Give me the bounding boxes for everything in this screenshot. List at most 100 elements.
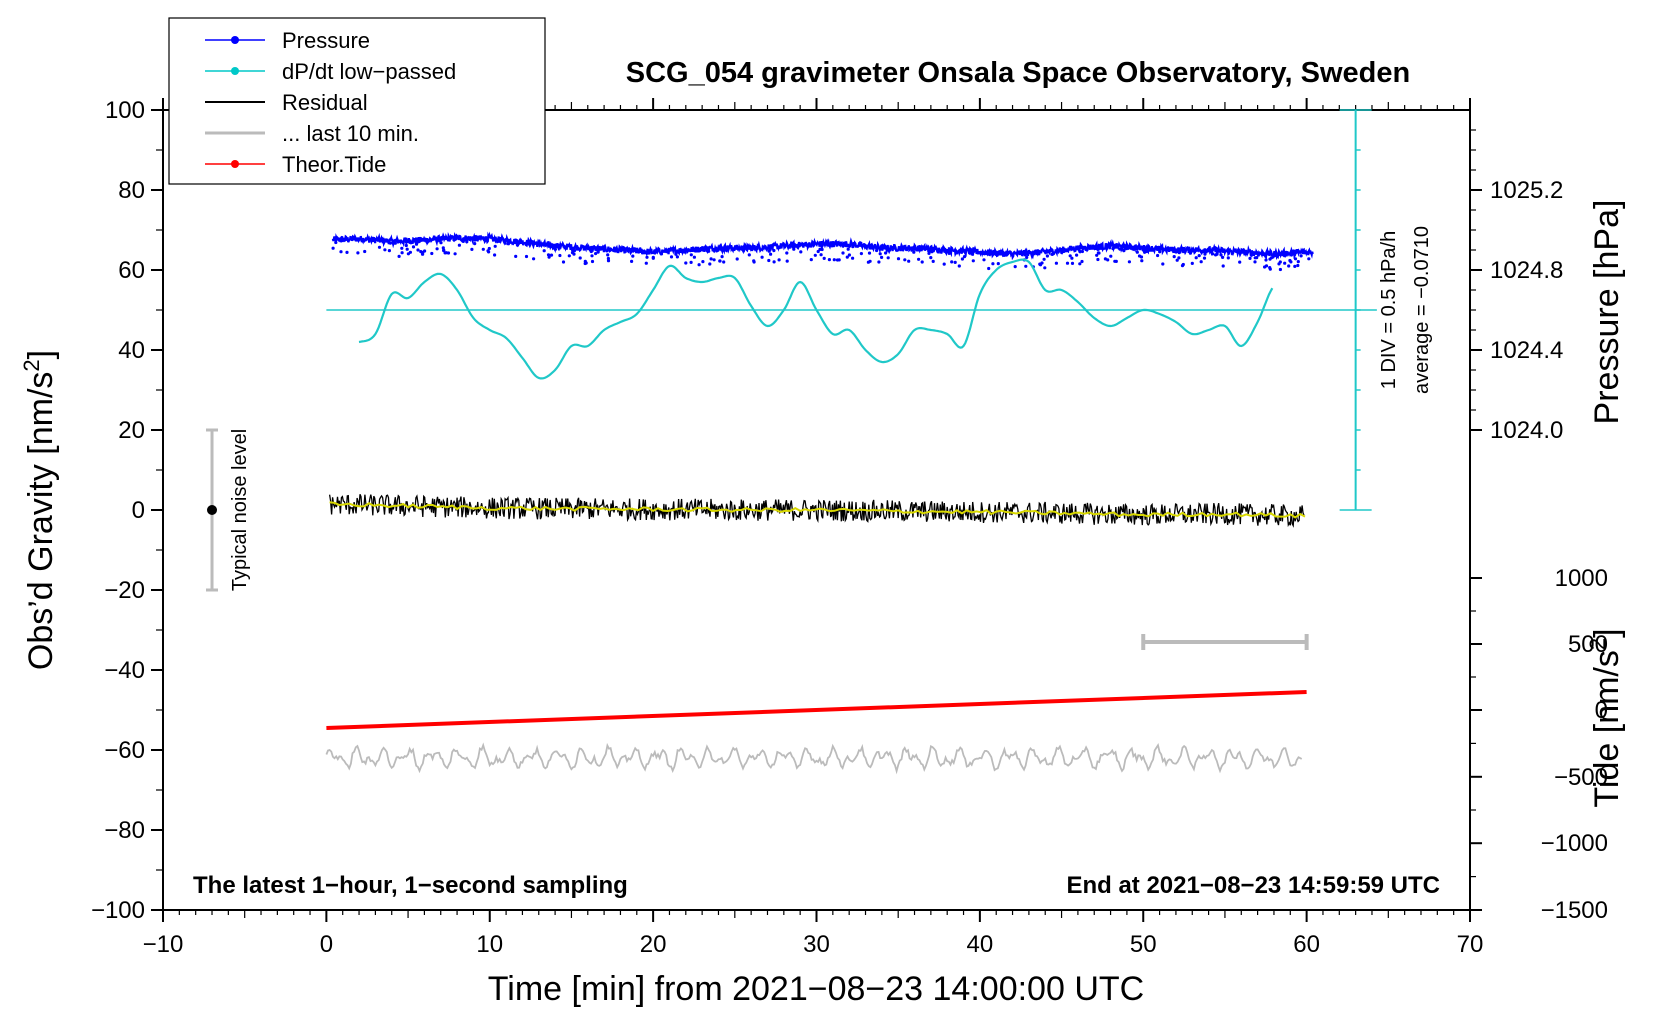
pressure-point — [927, 249, 931, 253]
pressure-point — [1095, 253, 1099, 257]
y-tick-label: 80 — [118, 177, 145, 204]
pressure-point — [397, 254, 401, 258]
pressure-point — [887, 248, 892, 252]
pressure-point — [884, 251, 888, 255]
pressure-point — [659, 252, 664, 256]
pressure-point — [1156, 253, 1160, 258]
pressure-point — [1277, 262, 1281, 266]
tide-axis-title: Tide [nm/s2] — [1585, 628, 1626, 807]
legend-marker-tide — [231, 160, 239, 168]
pressure-point — [1296, 263, 1300, 268]
pressure-point — [929, 256, 933, 260]
reference-elements — [206, 109, 1377, 650]
pressure-point — [1268, 266, 1272, 270]
pressure-point — [1175, 258, 1179, 262]
legend-label-pressure: Pressure — [282, 28, 370, 53]
pressure-point — [465, 240, 469, 244]
pressure-point — [767, 249, 771, 253]
pressure-point — [987, 266, 991, 271]
pressure-point — [388, 241, 392, 245]
pressure-point — [1078, 262, 1082, 266]
x-tick-label: 30 — [803, 931, 830, 958]
pressure-point — [792, 247, 796, 251]
pressure-point — [1135, 250, 1139, 254]
pressure-point — [799, 250, 803, 254]
pressure-point — [1080, 249, 1084, 254]
pressure-point — [411, 245, 416, 249]
pressure-point — [1065, 261, 1070, 265]
pressure-point — [1161, 262, 1165, 266]
legend-marker-pressure — [231, 36, 239, 44]
pressure-point — [383, 248, 387, 252]
tide-axis-ticks: 1000 500 0 −500 −1000 −1500 — [1470, 565, 1608, 924]
pressure-point — [1070, 256, 1074, 260]
pressure-point — [589, 249, 593, 254]
pressure-point — [567, 254, 571, 258]
div-scale-label: 1 DIV = 0.5 hPa/h — [1378, 231, 1400, 389]
pressure-point — [1226, 256, 1230, 260]
pressure-point — [903, 258, 907, 262]
pressure-point — [1024, 264, 1028, 268]
pressure-point — [947, 251, 951, 255]
legend-label-dpdt: dP/dt low−passed — [282, 59, 456, 84]
pressure-point — [1268, 257, 1272, 261]
pressure-point — [931, 259, 935, 263]
pressure-point — [493, 244, 497, 248]
pressure-point — [875, 248, 879, 253]
y-tick-label: −20 — [104, 577, 145, 604]
pressure-point — [583, 259, 587, 263]
pressure-point — [1144, 249, 1148, 254]
pressure-point — [1070, 261, 1075, 265]
pressure-point — [524, 254, 529, 259]
pressure-point — [493, 253, 497, 257]
pressure-point — [953, 260, 957, 264]
pressure-point — [1122, 249, 1126, 253]
pressure-point — [1075, 253, 1079, 257]
y-tick-label: 20 — [118, 417, 145, 444]
x-tick-label: 10 — [476, 931, 503, 958]
legend-label-tide: Theor.Tide — [282, 152, 386, 177]
pressure-point — [1045, 254, 1049, 258]
pressure-point — [689, 260, 693, 264]
pressure-point — [1307, 257, 1311, 261]
chart-title: SCG_054 gravimeter Onsala Space Observat… — [626, 57, 1410, 89]
pressure-point — [1190, 261, 1194, 265]
pressure-point — [917, 257, 921, 261]
legend-label-residual: Residual — [282, 90, 368, 115]
pressure-point — [845, 255, 849, 259]
pressure-point — [435, 247, 439, 251]
pressure-point — [1238, 260, 1242, 264]
pressure-point — [630, 259, 634, 263]
pressure-point — [405, 247, 409, 251]
legend-entry-last10: ... last 10 min. — [205, 121, 419, 146]
pressure-point — [1219, 253, 1223, 257]
pressure-point — [439, 241, 443, 245]
x-tick-label: 0 — [320, 931, 333, 958]
legend-entry-pressure: Pressure — [205, 28, 370, 53]
pressure-point — [868, 259, 872, 263]
pressure-point — [1158, 250, 1162, 254]
tide-tick-label: −500 — [1554, 764, 1608, 791]
pressure-point — [847, 253, 852, 257]
pressure-point — [416, 248, 420, 252]
pressure-point — [446, 251, 451, 255]
pressure-point — [982, 258, 986, 262]
pressure-point — [345, 250, 349, 254]
pressure-point — [878, 252, 882, 256]
y-tick-label: −40 — [104, 657, 145, 684]
pressure-point — [930, 250, 934, 254]
pressure-point — [1013, 265, 1017, 269]
pressure-point — [1202, 256, 1207, 260]
pressure-point — [1299, 254, 1303, 258]
pressure-point — [785, 251, 789, 255]
pressure-point — [473, 242, 477, 246]
series-line-pressure — [331, 231, 1314, 261]
series-line-tide — [326, 690, 1307, 730]
pressure-point — [1106, 258, 1110, 262]
y-tick-label: 100 — [105, 97, 145, 124]
pressure-point — [558, 253, 562, 258]
pressure-point — [470, 247, 474, 251]
pressure-point — [827, 258, 832, 262]
pressure-point — [1137, 254, 1142, 258]
